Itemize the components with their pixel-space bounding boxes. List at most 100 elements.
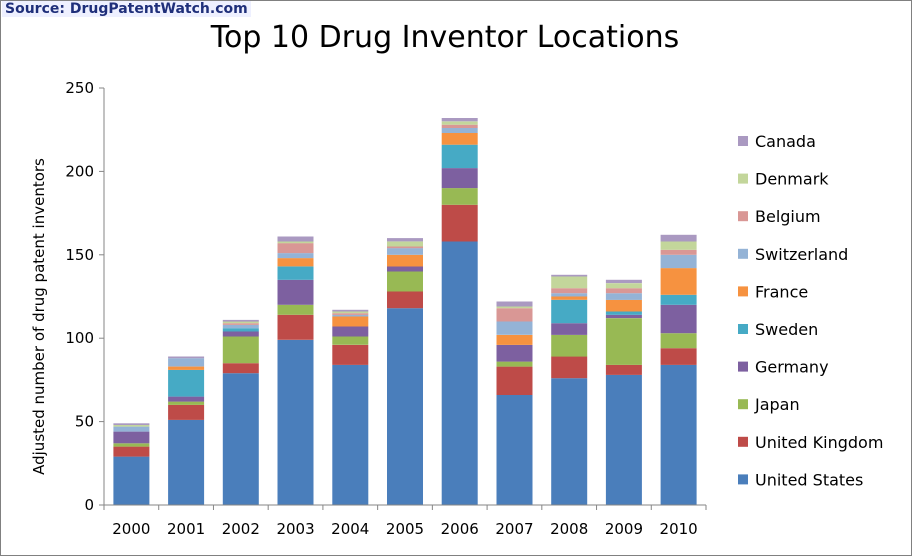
bar-2006-united-states: [441, 241, 478, 505]
bar-2010-sweden: [660, 294, 697, 305]
bar-2007-france: [496, 334, 533, 345]
x-tick-label: 2010: [660, 520, 698, 538]
y-tick-label: 50: [75, 413, 94, 431]
bar-2010-denmark: [660, 241, 697, 250]
bar-2009-switzerland: [605, 293, 642, 300]
bar-2002-denmark: [222, 321, 259, 324]
legend-label-canada: Canada: [755, 132, 816, 151]
y-tick-label: 200: [65, 162, 94, 180]
bar-2003-denmark: [277, 241, 314, 244]
bar-2005-united-kingdom: [387, 291, 423, 309]
bar-2002-belgium: [222, 323, 259, 325]
bar-2003-japan: [277, 304, 314, 315]
legend-label-japan: Japan: [754, 395, 800, 414]
bar-2009-belgium: [605, 288, 642, 294]
x-tick-label: 2002: [222, 520, 260, 538]
bar-2001-canada: [168, 356, 205, 359]
legend-swatch-canada: [738, 136, 748, 146]
bar-2008-france: [551, 296, 588, 300]
legend-swatch-united-kingdom: [738, 436, 748, 447]
bar-2005-belgium: [387, 246, 423, 249]
bar-2009-france: [605, 299, 642, 312]
bar-2000-united-kingdom: [113, 446, 150, 457]
bar-2008-germany: [551, 323, 588, 335]
y-tick-label: 0: [84, 496, 94, 514]
bar-2006-france: [441, 133, 478, 145]
legend-swatch-united-states: [738, 474, 748, 485]
bar-2003-sweden: [277, 266, 314, 280]
legend-swatch-belgium: [738, 211, 748, 222]
bar-2008-sweden: [551, 299, 588, 324]
bar-2004-united-states: [332, 364, 369, 505]
bar-2001-switzerland: [168, 358, 205, 367]
bar-2007-united-states: [496, 394, 533, 505]
bar-2001-united-states: [168, 419, 205, 505]
bar-2004-switzerland: [332, 314, 369, 317]
legend-label-belgium: Belgium: [755, 207, 821, 226]
bar-2002-united-states: [222, 373, 259, 505]
bar-2003-united-states: [277, 339, 314, 505]
bar-2000-switzerland: [113, 426, 150, 432]
bar-2003-germany: [277, 279, 314, 305]
bar-2009-japan: [605, 318, 642, 365]
bar-2008-switzerland: [551, 293, 588, 297]
bar-2003-belgium: [277, 243, 314, 254]
bar-2001-japan: [168, 401, 205, 405]
legend-label-denmark: Denmark: [755, 170, 829, 189]
x-tick-label: 2004: [331, 520, 369, 538]
x-tick-label: 2000: [112, 520, 150, 538]
bar-2002-japan: [222, 336, 259, 364]
bar-2010-switzerland: [660, 254, 697, 269]
bar-2003-united-kingdom: [277, 314, 314, 340]
bar-2006-switzerland: [441, 128, 478, 133]
legend-swatch-germany: [738, 361, 748, 372]
bar-2004-japan: [332, 336, 369, 345]
x-tick-label: 2007: [495, 520, 533, 538]
legend-swatch-japan: [738, 399, 748, 410]
bar-2002-sweden: [222, 328, 259, 332]
legend-label-sweden: Sweden: [755, 320, 818, 339]
bar-2005-france: [387, 254, 423, 267]
bar-2008-japan: [551, 334, 588, 357]
bar-2006-japan: [441, 188, 478, 205]
bar-2002-united-kingdom: [222, 363, 259, 374]
bar-2009-canada: [605, 279, 642, 284]
x-tick-label: 2001: [167, 520, 205, 538]
bar-2010-japan: [660, 333, 697, 349]
bar-2009-united-states: [605, 374, 642, 505]
bar-2009-denmark: [605, 283, 642, 289]
bar-2004-canada: [332, 309, 369, 312]
x-tick-label: 2009: [605, 520, 643, 538]
bar-2010-germany: [660, 304, 697, 334]
bar-2007-belgium: [496, 308, 533, 322]
bar-2000-denmark: [113, 424, 150, 427]
chart-title: Top 10 Drug Inventor Locations: [210, 20, 680, 55]
y-tick-label: 250: [65, 79, 94, 97]
bar-2005-switzerland: [387, 248, 423, 255]
bar-2005-denmark: [387, 241, 423, 247]
x-tick-label: 2008: [550, 520, 588, 538]
bar-2010-united-kingdom: [660, 348, 697, 365]
bar-2010-united-states: [660, 364, 697, 505]
bar-2007-japan: [496, 361, 533, 367]
bar-2009-sweden: [605, 311, 642, 315]
bar-2004-belgium: [332, 313, 369, 315]
bar-2006-belgium: [441, 124, 478, 128]
bar-2000-canada: [113, 423, 150, 425]
bar-2008-denmark: [551, 276, 588, 289]
bar-2007-canada: [496, 301, 533, 307]
x-tick-label: 2005: [386, 520, 424, 538]
bar-2004-united-kingdom: [332, 344, 369, 365]
bar-2009-germany: [605, 314, 642, 319]
source-label: Source: DrugPatentWatch.com: [2, 1, 251, 17]
bar-2003-switzerland: [277, 253, 314, 259]
bar-2008-united-states: [551, 378, 588, 505]
bar-2005-germany: [387, 266, 423, 272]
bar-2007-united-kingdom: [496, 366, 533, 395]
y-tick-label: 100: [65, 329, 94, 347]
legend-label-switzerland: Switzerland: [755, 245, 848, 264]
bar-2007-germany: [496, 344, 533, 362]
legend-swatch-switzerland: [738, 248, 748, 259]
legend-swatch-denmark: [738, 173, 748, 184]
bar-2007-denmark: [496, 306, 533, 309]
